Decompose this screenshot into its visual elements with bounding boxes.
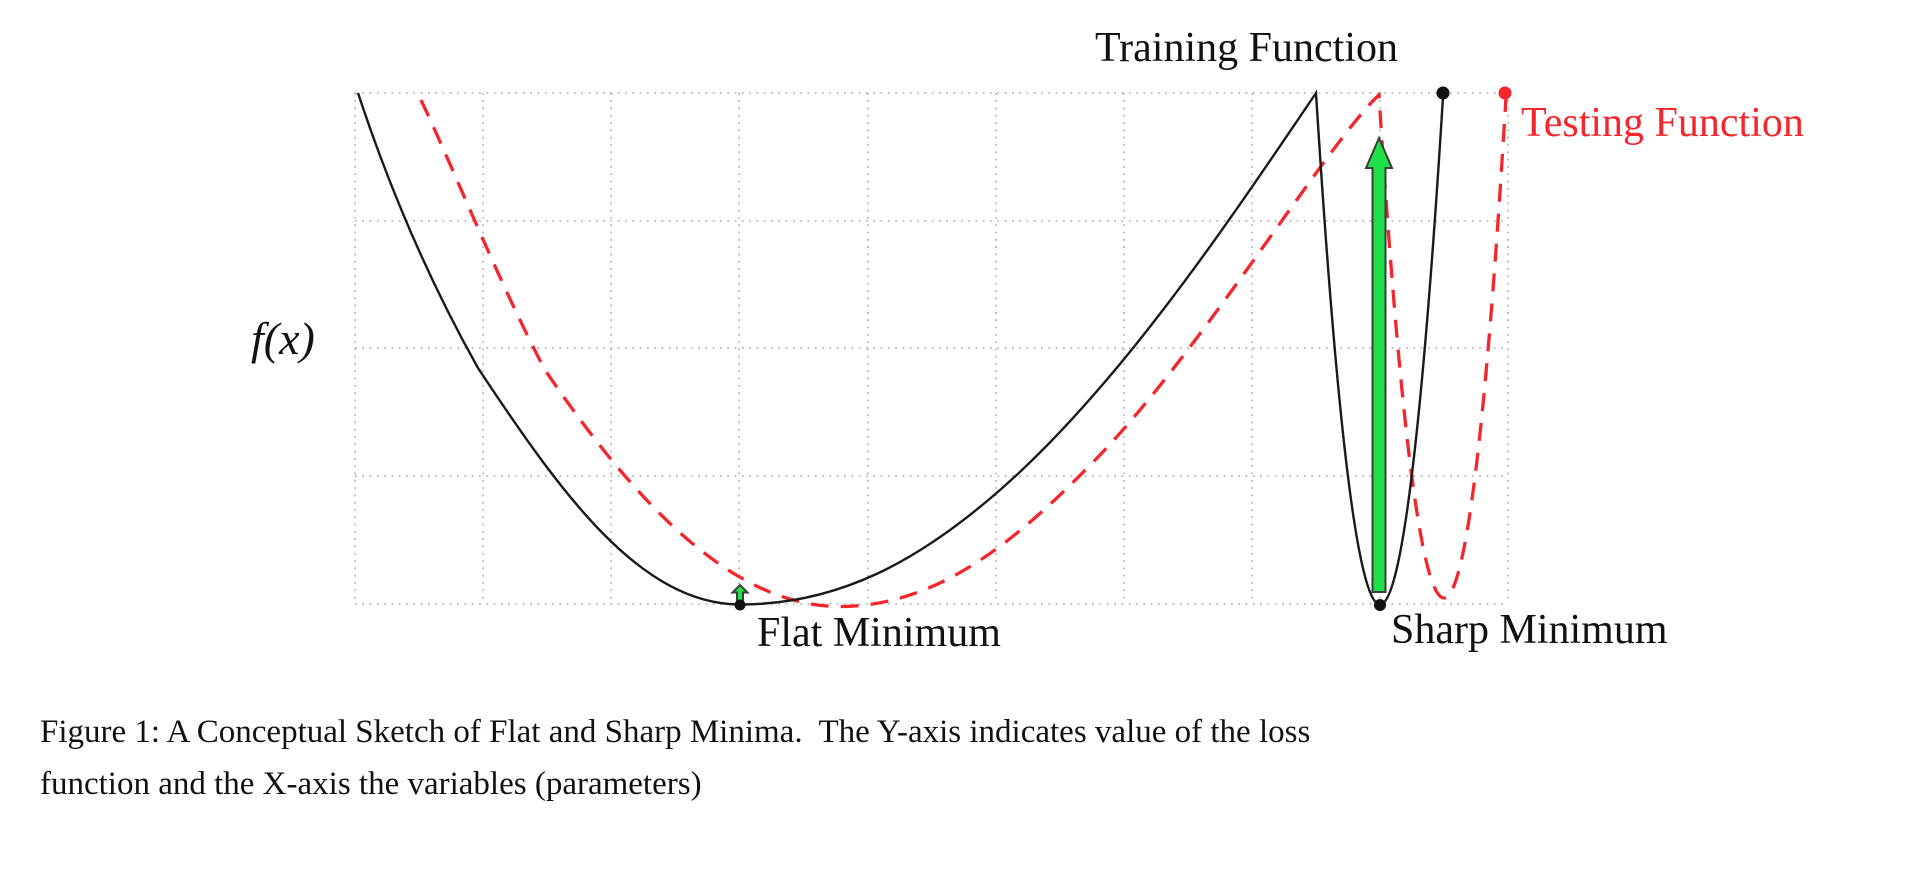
- figure-caption-line-1: Figure 1: A Conceptual Sketch of Flat an…: [40, 714, 1311, 750]
- y-axis-label: f(x): [251, 313, 315, 364]
- flat-minimum-sensitivity-arrow: [730, 583, 750, 603]
- testing-curve-end-dot: [1498, 86, 1512, 100]
- testing-function-curve: [419, 91, 1508, 609]
- sharp-minimum-sensitivity-arrow: [1364, 135, 1394, 593]
- grid-lines: [354, 92, 1509, 605]
- flat-minimum-dot: [734, 599, 746, 611]
- training-curve-end-dot: [1436, 86, 1450, 100]
- sharp-minimum-dot: [1374, 599, 1386, 611]
- training-function-label: Training Function: [1095, 25, 1398, 71]
- figure-caption-line-2: function and the X-axis the variables (p…: [40, 766, 702, 802]
- testing-function-label: Testing Function: [1521, 100, 1804, 146]
- training-function-curve: [356, 89, 1445, 606]
- flat-minimum-label: Flat Minimum: [757, 610, 1001, 656]
- sharp-minimum-label: Sharp Minimum: [1391, 607, 1668, 653]
